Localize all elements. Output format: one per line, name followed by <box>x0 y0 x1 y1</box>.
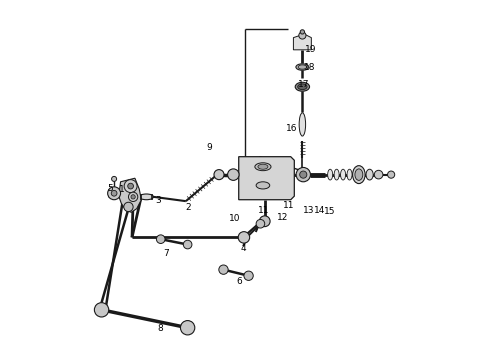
Text: 6: 6 <box>236 276 242 285</box>
Ellipse shape <box>341 169 345 180</box>
Circle shape <box>299 32 306 39</box>
Circle shape <box>180 320 195 335</box>
Ellipse shape <box>296 64 309 70</box>
Circle shape <box>256 220 265 228</box>
Circle shape <box>214 170 224 180</box>
Polygon shape <box>119 178 141 212</box>
Text: 19: 19 <box>305 45 317 54</box>
Text: 8: 8 <box>157 324 163 333</box>
Ellipse shape <box>353 166 365 184</box>
Circle shape <box>124 202 133 212</box>
Text: 5: 5 <box>107 184 113 193</box>
Text: 11: 11 <box>283 201 294 210</box>
Circle shape <box>374 170 383 179</box>
Ellipse shape <box>139 194 153 200</box>
Ellipse shape <box>334 169 339 180</box>
Circle shape <box>111 190 117 196</box>
Text: 12: 12 <box>276 213 288 222</box>
Circle shape <box>131 195 135 199</box>
Circle shape <box>183 240 192 249</box>
Ellipse shape <box>255 163 271 171</box>
Text: 4: 4 <box>241 244 246 253</box>
Circle shape <box>238 231 250 243</box>
Polygon shape <box>294 34 311 50</box>
Text: 15: 15 <box>324 207 335 216</box>
Text: 2: 2 <box>186 203 191 212</box>
Ellipse shape <box>298 84 307 90</box>
Circle shape <box>156 235 165 243</box>
Circle shape <box>108 187 121 200</box>
Circle shape <box>95 303 109 317</box>
Polygon shape <box>109 190 123 197</box>
Circle shape <box>244 271 253 280</box>
Text: 3: 3 <box>155 196 161 205</box>
Circle shape <box>259 216 270 226</box>
Circle shape <box>296 167 311 182</box>
Circle shape <box>124 180 137 193</box>
Text: 9: 9 <box>207 143 212 152</box>
Ellipse shape <box>299 113 306 136</box>
Ellipse shape <box>258 164 268 169</box>
Text: 17: 17 <box>298 81 310 90</box>
Text: 1: 1 <box>119 185 124 194</box>
Circle shape <box>300 171 307 178</box>
Text: 11: 11 <box>258 206 270 215</box>
Text: 14: 14 <box>314 206 325 215</box>
Ellipse shape <box>355 169 363 180</box>
Circle shape <box>128 183 133 189</box>
Circle shape <box>128 192 138 202</box>
Circle shape <box>219 265 228 274</box>
Ellipse shape <box>295 82 310 91</box>
Ellipse shape <box>366 169 373 180</box>
Text: 10: 10 <box>229 214 241 223</box>
Circle shape <box>388 171 395 178</box>
Ellipse shape <box>298 65 307 69</box>
Circle shape <box>112 176 117 181</box>
Text: 18: 18 <box>303 63 315 72</box>
Ellipse shape <box>347 169 352 180</box>
Text: 16: 16 <box>286 124 297 133</box>
Polygon shape <box>239 157 294 200</box>
Circle shape <box>300 30 304 34</box>
Text: 13: 13 <box>303 206 315 215</box>
Circle shape <box>228 169 239 180</box>
Ellipse shape <box>328 169 333 180</box>
Text: 7: 7 <box>163 249 169 258</box>
Ellipse shape <box>256 182 270 189</box>
